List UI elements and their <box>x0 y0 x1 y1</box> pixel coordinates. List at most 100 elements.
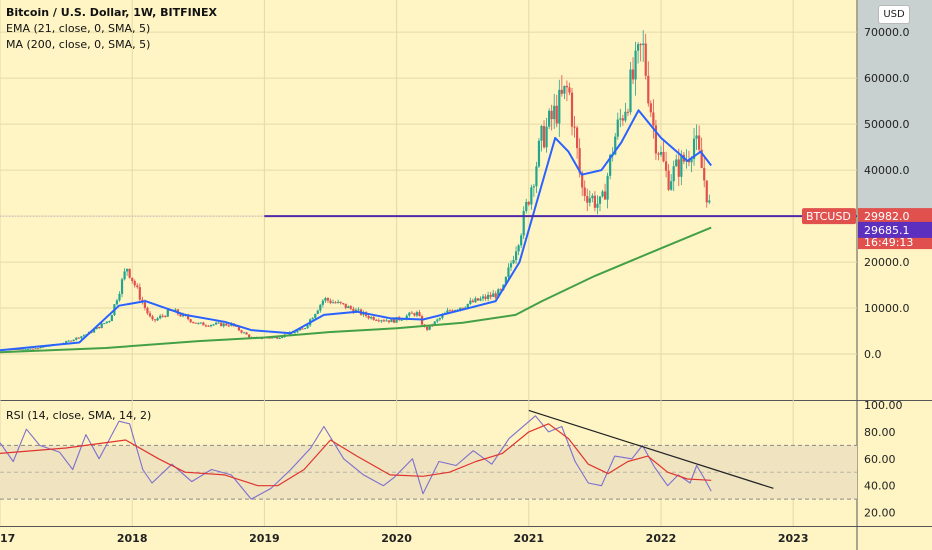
candle-body <box>217 322 220 324</box>
candle-body <box>192 322 195 324</box>
candle-body <box>77 337 80 339</box>
candle-body <box>222 323 225 327</box>
candle-body <box>75 337 78 340</box>
candle-body <box>385 320 388 322</box>
candle-body <box>705 180 708 203</box>
candle-body <box>225 323 228 326</box>
rsi-tick-label: 80.00 <box>864 426 896 439</box>
candle-body <box>700 149 703 169</box>
candle-body <box>387 320 391 323</box>
candle-body <box>123 271 126 280</box>
candle-body <box>347 306 350 309</box>
candle-body <box>512 259 515 264</box>
candle-body <box>525 201 528 211</box>
candle-body <box>120 279 124 294</box>
candle-body <box>540 126 543 141</box>
candle-body <box>303 328 307 330</box>
candle-body <box>276 337 279 339</box>
candle-body <box>400 319 403 321</box>
candle-body <box>377 320 380 322</box>
x-tick-label: 2017 <box>0 532 15 545</box>
level-tag-bg <box>858 221 932 238</box>
candle-body <box>405 315 408 320</box>
candle-body <box>698 135 701 150</box>
candle-body <box>301 328 304 330</box>
candle-body <box>395 317 398 323</box>
candle-body <box>16 349 19 351</box>
candle-body <box>507 267 510 277</box>
candle-body <box>98 326 101 329</box>
candle-body <box>331 302 335 304</box>
candle-body <box>220 322 223 327</box>
candle-body <box>174 309 177 311</box>
ema-21-line <box>0 109 712 352</box>
candle-body <box>598 196 602 204</box>
candle-body <box>278 337 281 339</box>
candle-body <box>570 92 574 127</box>
rsi-downtrend-line <box>528 409 774 489</box>
candle-body <box>194 322 197 324</box>
candle-body <box>418 312 421 317</box>
candle-body <box>675 159 678 167</box>
candle-body <box>479 298 482 301</box>
candle-body <box>695 135 698 139</box>
candle-body <box>103 323 106 325</box>
candle-body <box>441 314 444 319</box>
candle-body <box>146 307 149 314</box>
candle-body <box>148 313 152 317</box>
candle-body <box>39 347 42 349</box>
candle-body <box>461 307 464 309</box>
candle-body <box>629 69 632 113</box>
candle-body <box>82 335 85 337</box>
candle-body <box>26 348 30 350</box>
candle-body <box>34 348 37 350</box>
rsi-sma-line <box>0 423 712 487</box>
candle-body <box>237 326 241 331</box>
candle-body <box>708 200 711 203</box>
candle-body <box>24 349 27 351</box>
candle-body <box>311 317 314 320</box>
candle-body <box>548 110 551 127</box>
candle-body <box>578 148 581 173</box>
candle-body <box>110 315 113 322</box>
candle-body <box>367 315 370 319</box>
candle-body <box>212 324 215 326</box>
y-tick-label: 70000.0 <box>864 26 910 39</box>
candle-body <box>565 85 569 88</box>
candle-body <box>131 277 134 281</box>
candle-body <box>593 195 596 208</box>
x-tick-label: 2021 <box>513 532 544 545</box>
candle-body <box>591 195 594 199</box>
candle-body <box>214 322 218 325</box>
candle-body <box>573 126 576 128</box>
candle-body <box>352 308 355 313</box>
candle-body <box>509 263 513 268</box>
candle-body <box>583 187 586 197</box>
candle-body <box>670 181 673 190</box>
candle-body <box>497 289 500 298</box>
visible-range-highlight <box>858 0 932 217</box>
symbol-tag: BTCUSD <box>806 210 851 223</box>
candle-body <box>657 153 660 155</box>
candle-body <box>240 330 243 333</box>
currency-button[interactable]: USD <box>878 5 910 24</box>
candle-body <box>667 170 670 190</box>
y-tick-label: 50000.0 <box>864 118 910 131</box>
candle-body <box>189 319 192 323</box>
candle-body <box>248 334 251 338</box>
candle-body <box>451 310 454 312</box>
candle-body <box>342 303 345 305</box>
candle-body <box>535 166 538 187</box>
candle-body <box>413 313 416 316</box>
candle-body <box>644 43 647 76</box>
candle-body <box>21 349 24 351</box>
candle-body <box>466 303 469 308</box>
candle-body <box>662 152 665 162</box>
candle-body <box>654 125 658 154</box>
candle-body <box>159 315 162 319</box>
x-tick-label: 2020 <box>381 532 412 545</box>
candle-body <box>156 318 159 321</box>
candle-body <box>202 322 205 326</box>
candle-body <box>616 119 619 137</box>
